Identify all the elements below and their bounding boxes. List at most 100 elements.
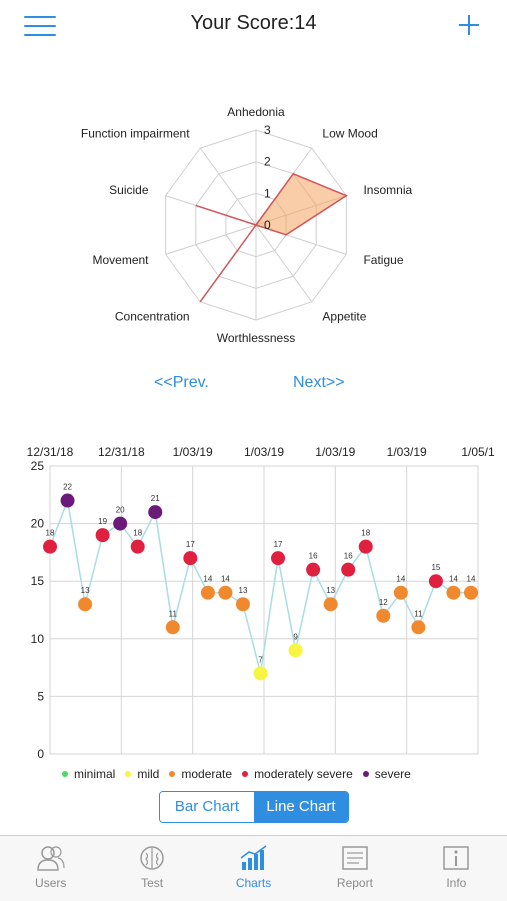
users-icon bbox=[36, 846, 65, 871]
data-label: 14 bbox=[467, 575, 476, 584]
chart-type-toggle: Bar Chart Line Chart bbox=[159, 791, 349, 823]
x-tick-label: 12/31/18 bbox=[27, 445, 74, 459]
radar-scale-label: 2 bbox=[264, 155, 271, 169]
data-label: 14 bbox=[221, 575, 230, 584]
data-label: 7 bbox=[258, 655, 263, 664]
radar-axis-label: Low Mood bbox=[322, 127, 377, 141]
y-tick-label: 20 bbox=[31, 517, 45, 531]
tab-test[interactable]: Test bbox=[101, 836, 202, 901]
data-label: 18 bbox=[361, 529, 370, 538]
data-point bbox=[60, 493, 75, 508]
tab-label: Users bbox=[35, 876, 67, 890]
data-label: 21 bbox=[151, 494, 160, 503]
legend-dot bbox=[242, 771, 249, 777]
x-tick-label: 1/03/19 bbox=[173, 445, 213, 459]
data-point bbox=[200, 585, 215, 600]
data-point bbox=[130, 539, 145, 554]
y-tick-label: 0 bbox=[37, 747, 44, 761]
data-point bbox=[306, 562, 321, 577]
data-point bbox=[446, 585, 461, 600]
data-label: 20 bbox=[116, 506, 125, 515]
data-point bbox=[148, 505, 163, 520]
y-tick-label: 15 bbox=[31, 574, 45, 588]
tab-label: Report bbox=[336, 876, 373, 890]
y-tick-label: 5 bbox=[37, 689, 44, 703]
data-point bbox=[113, 516, 128, 531]
data-label: 19 bbox=[98, 517, 107, 526]
data-label: 14 bbox=[396, 575, 405, 584]
data-label: 12 bbox=[379, 598, 388, 607]
radar-spoke bbox=[199, 147, 257, 226]
menu-icon[interactable] bbox=[24, 14, 56, 38]
radar-axis-label: Function impairment bbox=[81, 127, 190, 141]
tab-report[interactable]: Report bbox=[304, 836, 405, 901]
data-point bbox=[271, 551, 286, 566]
legend-item-minimal: minimal bbox=[62, 767, 115, 781]
y-tick-label: 10 bbox=[31, 632, 45, 646]
data-point bbox=[43, 539, 57, 554]
data-point bbox=[393, 585, 408, 600]
data-label: 16 bbox=[344, 552, 353, 561]
radar-spoke bbox=[165, 224, 257, 255]
line-chart-button[interactable]: Line Chart bbox=[254, 792, 348, 822]
data-label: 17 bbox=[274, 540, 283, 549]
tab-bar: Users Test Charts Report Info bbox=[0, 835, 507, 901]
legend-label: mild bbox=[137, 767, 160, 781]
data-point bbox=[253, 666, 268, 681]
tab-info[interactable]: Info bbox=[406, 836, 507, 901]
tab-charts[interactable]: Charts bbox=[203, 836, 304, 901]
data-point bbox=[288, 643, 303, 658]
charts-icon bbox=[240, 845, 266, 870]
radar-axis-label: Concentration bbox=[115, 309, 190, 323]
prev-button[interactable]: <<Prev. bbox=[154, 374, 209, 391]
legend-dot bbox=[362, 771, 369, 777]
x-tick-label: 1/03/19 bbox=[315, 445, 355, 459]
legend-label: minimal bbox=[74, 767, 116, 781]
radar-scale-label: 1 bbox=[264, 186, 271, 200]
data-label: 18 bbox=[46, 529, 55, 538]
data-point bbox=[323, 597, 338, 612]
data-point bbox=[341, 562, 356, 577]
legend-label: severe bbox=[374, 767, 411, 781]
data-label: 17 bbox=[186, 540, 195, 549]
data-point bbox=[358, 539, 373, 554]
data-label: 13 bbox=[81, 586, 90, 595]
x-tick-label: 1/03/19 bbox=[244, 445, 284, 459]
radar-chart: 0 1 2 3 Anhedonia Low Mood Insomnia Fatigue Appe… bbox=[0, 70, 507, 370]
radar-axis-label: Movement bbox=[92, 253, 149, 267]
tab-label: Test bbox=[141, 876, 164, 890]
radar-scale-label: 3 bbox=[264, 123, 271, 137]
radar-spoke bbox=[255, 224, 313, 303]
tab-users[interactable]: Users bbox=[0, 836, 101, 901]
series-line bbox=[49, 497, 471, 674]
radar-axis-label: Suicide bbox=[109, 183, 149, 197]
tab-label: Info bbox=[446, 876, 467, 890]
data-point bbox=[218, 585, 233, 600]
page-title: Your Score:14 bbox=[190, 12, 317, 34]
radar-scale-label: 0 bbox=[264, 218, 271, 232]
legend-item-moderate: moderate bbox=[169, 767, 232, 781]
data-label: 16 bbox=[309, 552, 318, 561]
legend-label: moderate bbox=[181, 767, 233, 781]
legend-dot bbox=[62, 771, 68, 777]
legend-dot bbox=[169, 771, 176, 777]
bar-chart-button[interactable]: Bar Chart bbox=[160, 792, 254, 822]
data-point bbox=[78, 597, 93, 612]
legend-dot bbox=[125, 771, 132, 777]
add-icon[interactable] bbox=[456, 12, 482, 38]
legend-item-severe: severe bbox=[362, 767, 411, 781]
radar-axis-label: Fatigue bbox=[363, 253, 403, 267]
x-tick-label: 1/03/19 bbox=[387, 445, 427, 459]
radar-axis-label: Insomnia bbox=[363, 183, 412, 197]
data-label: 13 bbox=[326, 586, 335, 595]
radar-data-area bbox=[195, 172, 348, 303]
radar-axis-label: Worthlessness bbox=[217, 331, 295, 345]
next-button[interactable]: Next>> bbox=[293, 374, 345, 391]
y-tick-label: 25 bbox=[31, 459, 45, 473]
info-icon bbox=[443, 846, 470, 870]
radar-axis-label: Anhedonia bbox=[227, 105, 285, 119]
x-tick-label: 12/31/18 bbox=[98, 445, 145, 459]
line-chart: 0 5 10 15 20 25 12/31/18 12/31/18 1/03/19 1/03/19… bbox=[0, 438, 507, 768]
chart-legend: minimal mild moderate moderately severe … bbox=[62, 767, 411, 781]
data-label: 14 bbox=[449, 575, 458, 584]
